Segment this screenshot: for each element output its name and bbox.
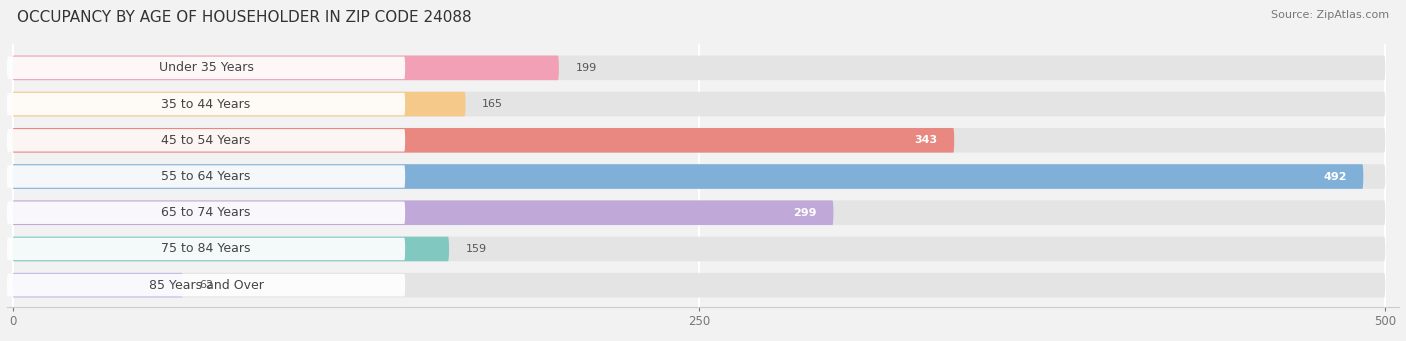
Text: 492: 492: [1323, 172, 1347, 181]
Text: 35 to 44 Years: 35 to 44 Years: [162, 98, 250, 110]
FancyBboxPatch shape: [13, 128, 1385, 153]
FancyBboxPatch shape: [7, 238, 405, 260]
FancyBboxPatch shape: [13, 164, 1364, 189]
FancyBboxPatch shape: [7, 202, 405, 224]
Text: 55 to 64 Years: 55 to 64 Years: [162, 170, 250, 183]
FancyBboxPatch shape: [13, 273, 1385, 297]
Text: 85 Years and Over: 85 Years and Over: [149, 279, 263, 292]
Text: 45 to 54 Years: 45 to 54 Years: [162, 134, 250, 147]
Text: 159: 159: [465, 244, 486, 254]
Text: 343: 343: [915, 135, 938, 145]
Text: 299: 299: [793, 208, 817, 218]
Text: OCCUPANCY BY AGE OF HOUSEHOLDER IN ZIP CODE 24088: OCCUPANCY BY AGE OF HOUSEHOLDER IN ZIP C…: [17, 10, 471, 25]
FancyBboxPatch shape: [13, 164, 1385, 189]
FancyBboxPatch shape: [13, 201, 1385, 225]
FancyBboxPatch shape: [13, 201, 834, 225]
FancyBboxPatch shape: [7, 129, 405, 151]
Text: Source: ZipAtlas.com: Source: ZipAtlas.com: [1271, 10, 1389, 20]
Text: 65 to 74 Years: 65 to 74 Years: [162, 206, 250, 219]
FancyBboxPatch shape: [13, 56, 1385, 80]
FancyBboxPatch shape: [7, 57, 405, 79]
FancyBboxPatch shape: [7, 274, 405, 296]
Text: 75 to 84 Years: 75 to 84 Years: [162, 242, 250, 255]
FancyBboxPatch shape: [13, 92, 465, 116]
Text: 199: 199: [575, 63, 596, 73]
FancyBboxPatch shape: [13, 237, 449, 261]
Text: Under 35 Years: Under 35 Years: [159, 61, 253, 74]
FancyBboxPatch shape: [13, 56, 558, 80]
FancyBboxPatch shape: [13, 237, 1385, 261]
FancyBboxPatch shape: [13, 128, 955, 153]
FancyBboxPatch shape: [7, 93, 405, 115]
FancyBboxPatch shape: [13, 92, 1385, 116]
Text: 165: 165: [482, 99, 503, 109]
FancyBboxPatch shape: [7, 165, 405, 188]
FancyBboxPatch shape: [13, 273, 183, 297]
Text: 62: 62: [200, 280, 214, 290]
